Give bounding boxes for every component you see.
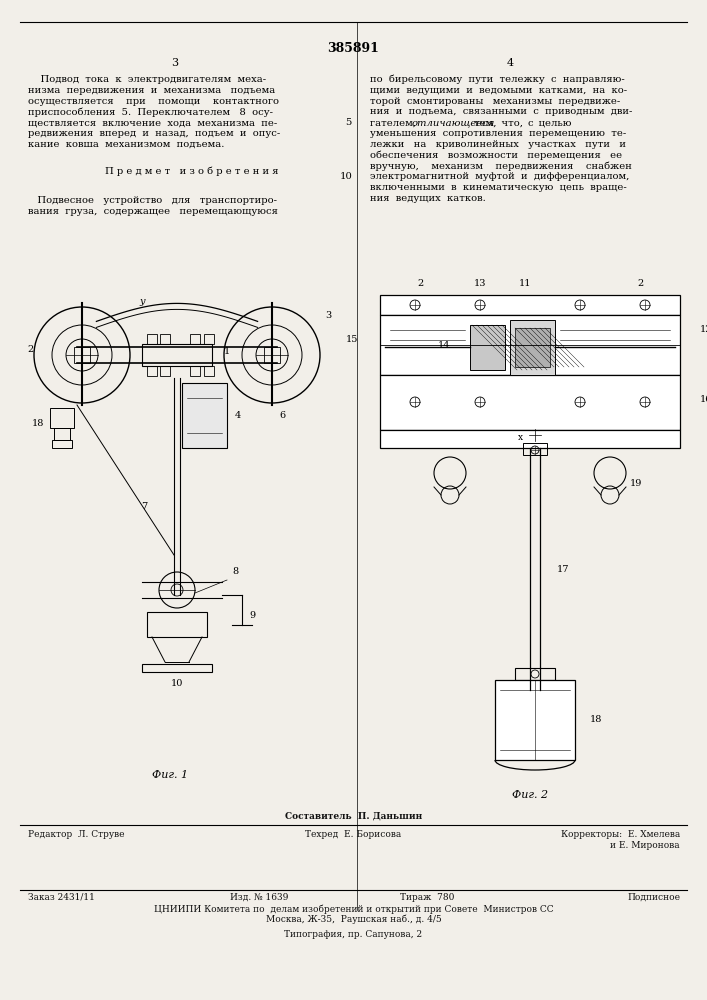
Text: Техред  Е. Борисова: Техред Е. Борисова <box>305 830 402 839</box>
Bar <box>470 325 505 370</box>
Text: 9: 9 <box>249 610 255 619</box>
Text: 3: 3 <box>325 310 331 320</box>
Bar <box>264 347 280 363</box>
Text: 4: 4 <box>235 411 241 420</box>
Bar <box>380 430 680 448</box>
Bar <box>380 295 680 315</box>
Text: 3: 3 <box>171 58 179 68</box>
Bar <box>515 668 555 680</box>
Text: торой  смонтированы   механизмы  передвиже-: торой смонтированы механизмы передвиже- <box>370 97 620 106</box>
Text: Типография, пр. Сапунова, 2: Типография, пр. Сапунова, 2 <box>284 930 423 939</box>
Text: отличающееся: отличающееся <box>412 118 496 127</box>
Text: Тираж  780: Тираж 780 <box>400 893 455 902</box>
Text: ществляется  включение  хода  механизма  пе-: ществляется включение хода механизма пе- <box>28 118 277 127</box>
Bar <box>380 315 680 375</box>
Text: лежки   на   криволинейных   участках   пути   и: лежки на криволинейных участках пути и <box>370 140 626 149</box>
Text: ния  ведущих  катков.: ния ведущих катков. <box>370 194 486 203</box>
Text: 1: 1 <box>224 348 230 357</box>
Text: включенными  в  кинематическую  цепь  враще-: включенными в кинематическую цепь враще- <box>370 183 626 192</box>
Bar <box>147 334 157 344</box>
Text: Фиг. 2: Фиг. 2 <box>512 790 548 800</box>
Bar <box>160 366 170 376</box>
Bar <box>510 320 555 375</box>
Text: 2: 2 <box>27 346 33 355</box>
Bar <box>380 375 680 430</box>
Text: 19: 19 <box>630 479 643 488</box>
Bar <box>204 366 214 376</box>
Text: тем, что, с целью: тем, что, с целью <box>469 118 571 127</box>
Text: 10: 10 <box>340 172 353 181</box>
Text: 13: 13 <box>474 278 486 288</box>
Text: 14: 14 <box>438 340 450 350</box>
Bar <box>515 328 550 367</box>
Text: 2: 2 <box>637 278 643 288</box>
Text: 7: 7 <box>141 502 147 511</box>
Text: 12: 12 <box>700 326 707 334</box>
Text: Москва, Ж-35,  Раушская наб., д. 4/5: Москва, Ж-35, Раушская наб., д. 4/5 <box>266 914 441 924</box>
Text: 11: 11 <box>519 278 531 288</box>
Text: Подвесное   устройство   для   транспортиро-: Подвесное устройство для транспортиро- <box>28 196 277 205</box>
Bar <box>142 344 212 366</box>
Text: приспособления  5.  Переключателем   8  осу-: приспособления 5. Переключателем 8 осу- <box>28 107 273 117</box>
Text: П р е д м е т   и з о б р е т е н и я: П р е д м е т и з о б р е т е н и я <box>105 167 279 176</box>
Text: осуществляется    при    помощи    контактного: осуществляется при помощи контактного <box>28 97 279 106</box>
Text: вручную,    механизм    передвижения    снабжен: вручную, механизм передвижения снабжен <box>370 161 632 171</box>
Text: Составитель  П. Даньшин: Составитель П. Даньшин <box>285 812 422 821</box>
Text: по  бирельсовому  пути  тележку  с  направляю-: по бирельсовому пути тележку с направляю… <box>370 75 625 85</box>
Text: 18: 18 <box>32 418 44 428</box>
Text: y: y <box>139 298 145 306</box>
Bar <box>182 383 227 448</box>
Text: Изд. № 1639: Изд. № 1639 <box>230 893 288 902</box>
Text: 17: 17 <box>557 564 570 574</box>
Bar <box>523 443 547 455</box>
Text: и Е. Миронова: и Е. Миронова <box>610 841 680 850</box>
Text: Подвод  тока  к  электродвигателям  меха-: Подвод тока к электродвигателям меха- <box>28 75 266 84</box>
Bar <box>204 334 214 344</box>
Bar <box>142 664 212 672</box>
Text: щими  ведущими  и  ведомыми  катками,  на  ко-: щими ведущими и ведомыми катками, на ко- <box>370 86 627 95</box>
Text: кание  ковша  механизмом  подъема.: кание ковша механизмом подъема. <box>28 140 224 149</box>
Text: 18: 18 <box>590 716 602 724</box>
Text: 15: 15 <box>346 336 358 344</box>
Text: Заказ 2431/11: Заказ 2431/11 <box>28 893 95 902</box>
Bar <box>54 428 70 440</box>
Text: 10: 10 <box>171 680 183 688</box>
Bar <box>52 440 72 448</box>
Bar <box>147 612 207 637</box>
Bar <box>190 334 200 344</box>
Text: 5: 5 <box>346 118 352 127</box>
Bar <box>74 347 90 363</box>
Text: уменьшения  сопротивления  перемещению  те-: уменьшения сопротивления перемещению те- <box>370 129 626 138</box>
Text: 385891: 385891 <box>327 42 380 55</box>
Text: 6: 6 <box>279 410 285 420</box>
Text: 8: 8 <box>232 568 238 576</box>
Text: электромагнитной  муфтой  и  дифференциалом,: электромагнитной муфтой и дифференциалом… <box>370 172 629 181</box>
Text: редвижения  вперед  и  назад,  подъем  и  опус-: редвижения вперед и назад, подъем и опус… <box>28 129 280 138</box>
Text: вания  груза,  содержащее   перемещающуюся: вания груза, содержащее перемещающуюся <box>28 207 278 216</box>
Text: 2: 2 <box>417 278 423 288</box>
Text: ЦНИИПИ Комитета по  делам изобретений и открытий при Совете  Министров СС: ЦНИИПИ Комитета по делам изобретений и о… <box>153 904 554 914</box>
Text: Редактор  Л. Струве: Редактор Л. Струве <box>28 830 124 839</box>
Text: 16: 16 <box>700 395 707 404</box>
Text: x: x <box>518 432 523 442</box>
Bar <box>495 680 575 760</box>
Text: Корректоры:  Е. Хмелева: Корректоры: Е. Хмелева <box>561 830 680 839</box>
Text: гателем,: гателем, <box>370 118 421 127</box>
Bar <box>147 366 157 376</box>
Text: обеспечения   возможности   перемещения   ее: обеспечения возможности перемещения ее <box>370 151 622 160</box>
Text: Фиг. 1: Фиг. 1 <box>152 770 188 780</box>
Text: 4: 4 <box>506 58 513 68</box>
Bar <box>50 408 74 428</box>
Text: низма  передвижения  и  механизма   подъема: низма передвижения и механизма подъема <box>28 86 275 95</box>
Bar <box>190 366 200 376</box>
Bar <box>160 334 170 344</box>
Text: Подписное: Подписное <box>627 893 680 902</box>
Text: ния  и  подъема,  связанными  с  приводным  дви-: ния и подъема, связанными с приводным дв… <box>370 107 632 116</box>
